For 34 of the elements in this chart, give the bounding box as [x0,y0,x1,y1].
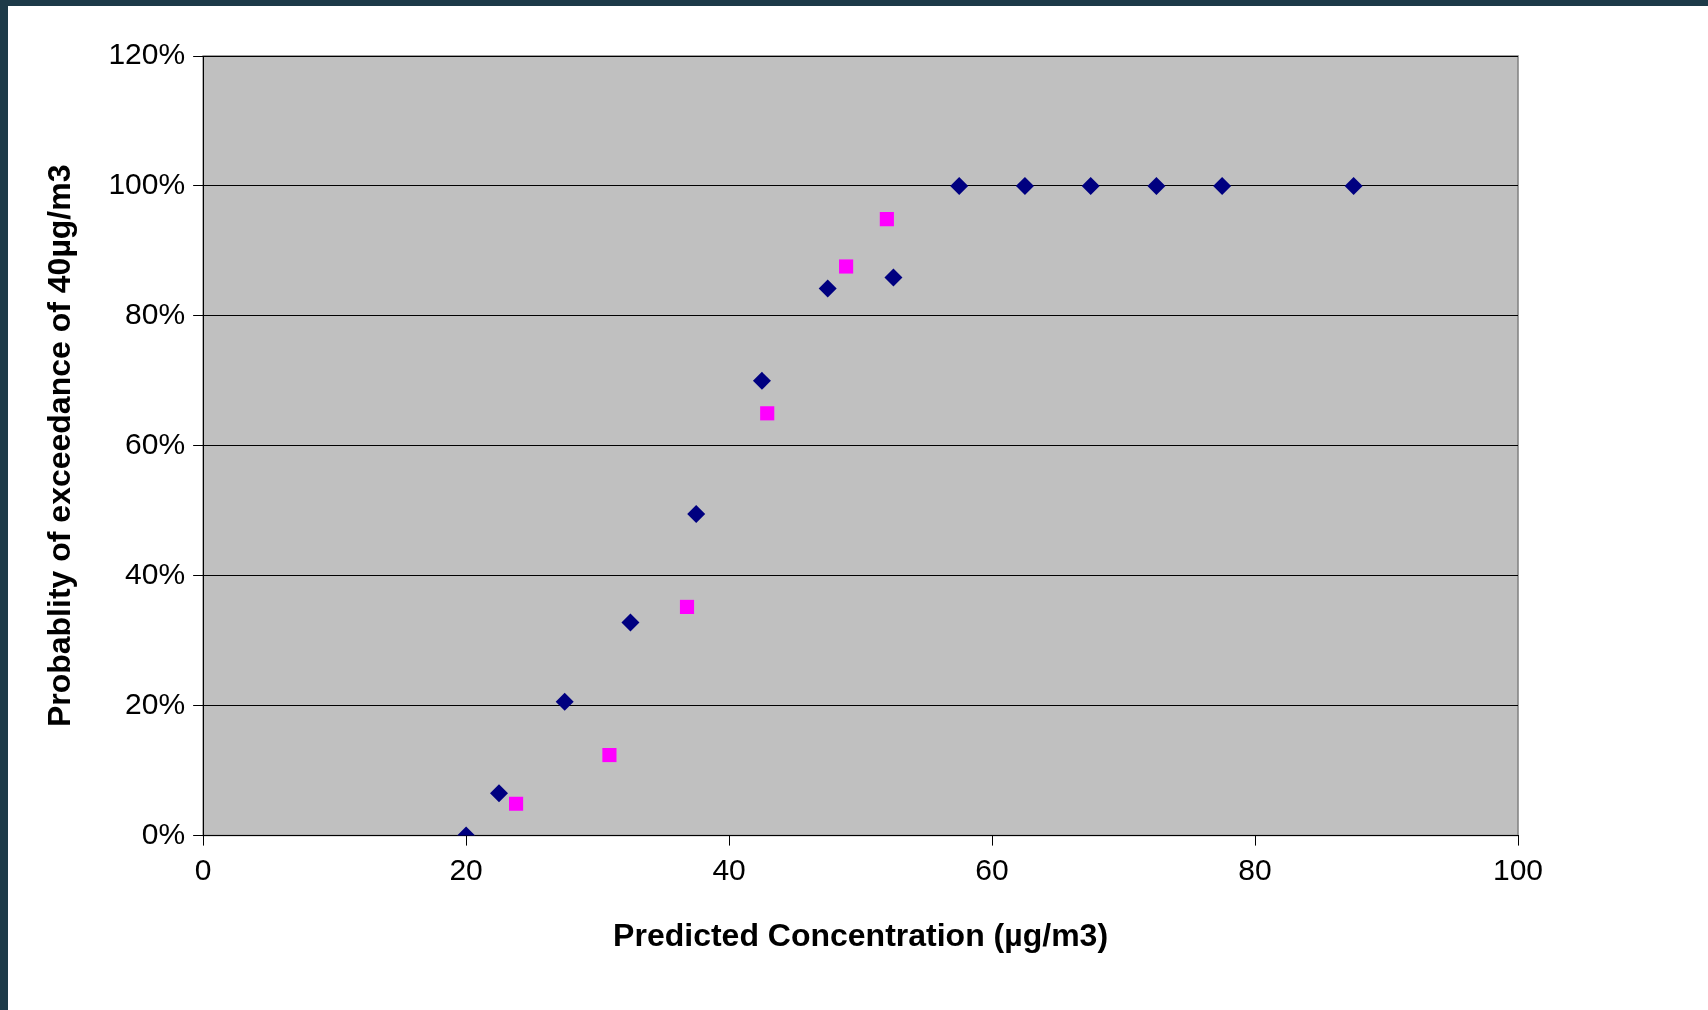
y-tick-label: 40% [125,557,186,590]
x-tick-label: 80 [1238,852,1272,886]
point [839,259,854,274]
point [1344,176,1363,195]
point [752,371,771,390]
point [1213,176,1232,195]
point [818,279,837,298]
x-tick-label: 40 [712,852,746,886]
point [1015,176,1034,195]
y-axis-title: Probablity of exceedance of 40µg/m3 [41,164,78,728]
y-tick-label: 20% [125,686,186,720]
point [602,747,617,763]
y-tick-label: 100% [108,167,186,201]
point [687,505,706,524]
point [509,796,524,811]
point [679,599,695,614]
y-tick-label: 0% [141,816,186,850]
x-tick-label: 100 [1492,852,1544,886]
point [950,176,969,195]
x-tick-label: 20 [449,852,483,886]
x-axis-title: Predicted Concentration (µg/m3) [613,916,1109,953]
y-tick-label: 80% [125,297,186,331]
point [760,406,775,421]
point [884,268,903,287]
x-tick-label: 0 [194,852,212,886]
point [879,212,894,227]
y-tick-label: 120% [108,37,186,71]
point [1147,176,1166,195]
point [489,784,508,803]
x-tick-label: 60 [975,852,1009,886]
point [621,613,640,632]
point [1081,176,1100,195]
point [555,692,574,711]
y-tick-label: 60% [125,427,186,461]
